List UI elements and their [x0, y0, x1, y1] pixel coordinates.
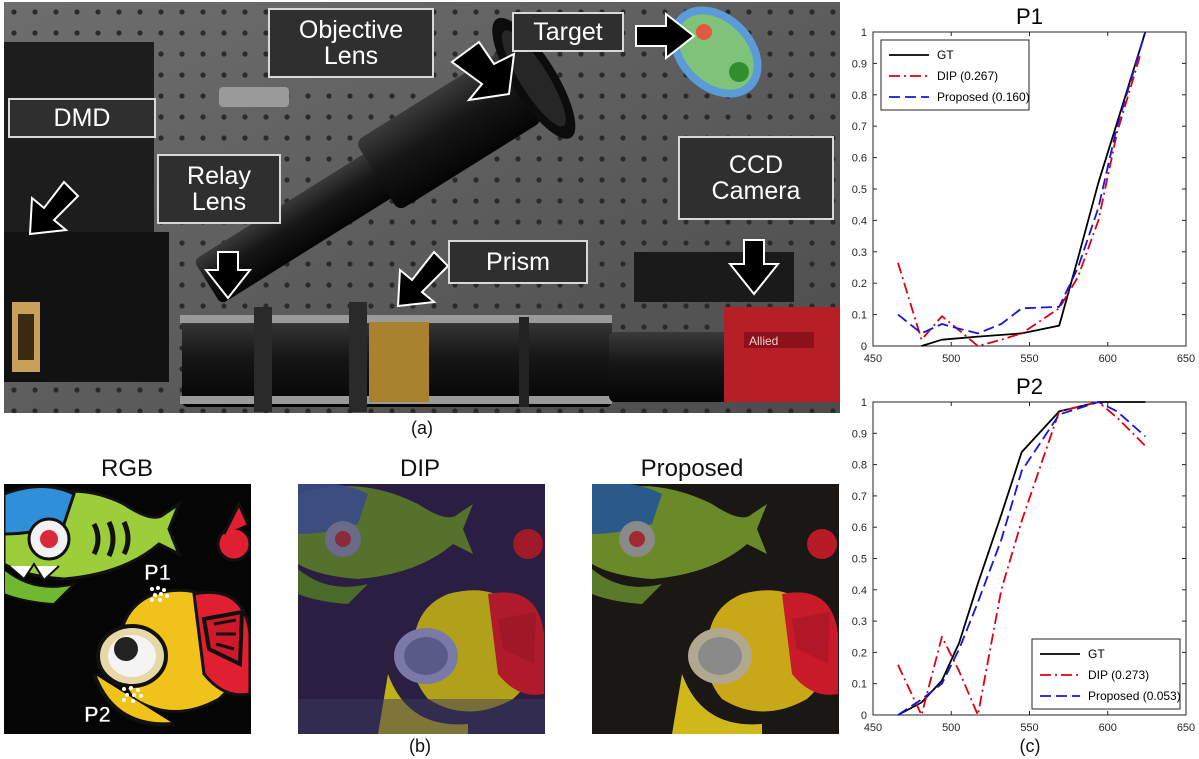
label-target-text: Target: [533, 18, 603, 46]
chart-p1-legend: [880, 39, 1030, 111]
label-relay-lens: Relay Lens: [157, 154, 281, 224]
arrow-target: [635, 11, 696, 61]
chart-p1-legend-label: GT: [937, 48, 954, 62]
chart-p2-ytick-label: 0.1: [852, 679, 867, 691]
chart-p1-xtick-label: 450: [864, 353, 882, 365]
chart-p2-xtick-label: 600: [1099, 722, 1117, 734]
chart-p2-legend-label: Proposed (0.053): [1088, 689, 1181, 703]
chart-p1-ytick-label: 0.1: [852, 310, 867, 322]
camera-brand-text: Allied: [749, 334, 778, 348]
chart-p1-ytick-label: 0.3: [852, 247, 867, 259]
chart-p2-ytick-label: 0.3: [852, 616, 867, 628]
chart-p1-series-dip-line: [897, 53, 1142, 347]
chart-p2-legend: [1031, 638, 1181, 710]
label-dmd: DMD: [8, 98, 156, 138]
label-dmd-text: DMD: [53, 104, 111, 132]
chart-p2-ytick-label: 0.5: [852, 554, 867, 566]
chart-p1-xtick-label: 650: [1177, 353, 1195, 365]
chart-p1-ytick-label: 0.8: [852, 90, 867, 102]
chart-p1-ytick-label: 0.4: [852, 215, 867, 227]
chart-p2-ytick-label: 0: [861, 710, 867, 722]
point-p2-label: P2: [84, 702, 111, 727]
chart-p2-ytick-label: 1: [861, 397, 867, 409]
chart-p1-legend-label: Proposed (0.160): [937, 90, 1030, 104]
chart-p1-series-proposed-line: [897, 31, 1147, 335]
rgb-illustration: P1 P2: [4, 485, 251, 727]
chart-p2-ytick-label: 0.8: [852, 460, 867, 472]
chart-p1-ytick-label: 0.2: [852, 278, 867, 290]
caption-c: (c): [1019, 736, 1041, 756]
chart-p1-legend-label: DIP (0.267): [937, 69, 998, 83]
label-ccd-camera: CCD Camera: [678, 136, 834, 220]
chart-p2-xtick-label: 500: [942, 722, 960, 734]
chart-p1: P1 450 500 550 600 650 0 0.1 0.2 0.3 0.4 0.5 0.6 0.7 0…: [852, 4, 1195, 365]
label-relay-text: Relay Lens: [187, 162, 251, 216]
chart-p2-xtick-label: 450: [864, 722, 882, 734]
chart-p1-ytick-label: 0.5: [852, 184, 867, 196]
chart-p2-series-dip-line: [897, 401, 1146, 716]
label-prism: Prism: [448, 240, 588, 284]
chart-p2-xtick-label: 550: [1020, 722, 1038, 734]
arrow-ccd: [727, 239, 781, 296]
chart-p1-title: P1: [1016, 4, 1043, 29]
chart-p1-ytick-label: 0.9: [852, 58, 867, 70]
chart-p2-ytick-label: 0.7: [852, 491, 867, 503]
chart-p2-legend-label: DIP (0.273): [1088, 668, 1149, 682]
chart-p2-series-proposed-line: [897, 401, 1146, 716]
chart-p2-ytick-label: 0.4: [852, 585, 867, 597]
chart-p1-ytick-label: 0.6: [852, 153, 867, 165]
chart-p2-ytick-label: 0.9: [852, 428, 867, 440]
arrow-objective: [450, 40, 516, 102]
title-rgb: RGB: [100, 455, 153, 482]
rgb-image: P1 P2: [4, 484, 251, 734]
chart-p2-ytick-label: 0.6: [852, 522, 867, 534]
setup-photo: Allied Objective Lens Target DMD Relay L…: [4, 2, 840, 413]
chart-p2: P2 450 500 550 600 650 0 0.1 0.2 0.3 0.4 0.5 0.6 0.7 0…: [852, 374, 1195, 734]
arrow-relay: [203, 251, 253, 300]
caption-b: (b): [409, 736, 431, 756]
dip-illustration: [298, 484, 545, 734]
chart-p1-xtick-label: 600: [1099, 353, 1117, 365]
label-ccd-text: CCD Camera: [711, 151, 801, 205]
point-p1-label: P1: [144, 560, 171, 585]
chart-p2-title: P2: [1016, 374, 1043, 399]
chart-p1-ytick-label: 0: [861, 341, 867, 353]
proposed-image: [592, 484, 839, 734]
arrow-prism: [396, 250, 450, 308]
label-objective-lens: Objective Lens: [268, 8, 434, 78]
title-dip: DIP: [399, 455, 440, 482]
chart-p2-legend-label: GT: [1088, 647, 1105, 661]
chart-p1-ytick-label: 1: [861, 27, 867, 39]
chart-p1-ytick-label: 0.7: [852, 121, 867, 133]
label-objective-text: Objective Lens: [298, 16, 404, 70]
caption-a: (a): [411, 418, 433, 438]
chart-p1-series-gt-line: [921, 31, 1147, 347]
label-prism-text: Prism: [486, 248, 550, 276]
chart-p2-xtick-label: 650: [1177, 722, 1195, 734]
arrow-dmd: [28, 180, 80, 236]
chart-p1-xtick-label: 500: [942, 353, 960, 365]
label-target: Target: [512, 12, 624, 52]
chart-p1-xtick-label: 550: [1020, 353, 1038, 365]
dip-image: [298, 484, 545, 734]
proposed-illustration: [592, 484, 839, 734]
title-proposed: Proposed: [640, 455, 744, 482]
chart-p2-ytick-label: 0.2: [852, 647, 867, 659]
